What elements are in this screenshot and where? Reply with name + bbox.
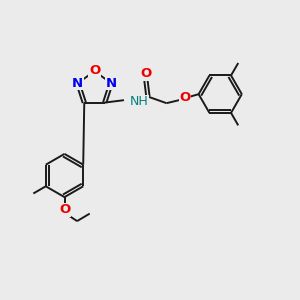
Text: O: O: [89, 64, 100, 77]
Text: O: O: [140, 67, 151, 80]
Text: N: N: [72, 76, 83, 90]
Text: O: O: [179, 91, 191, 104]
Text: O: O: [59, 203, 70, 216]
Text: N: N: [106, 76, 117, 90]
Text: NH: NH: [129, 95, 148, 108]
